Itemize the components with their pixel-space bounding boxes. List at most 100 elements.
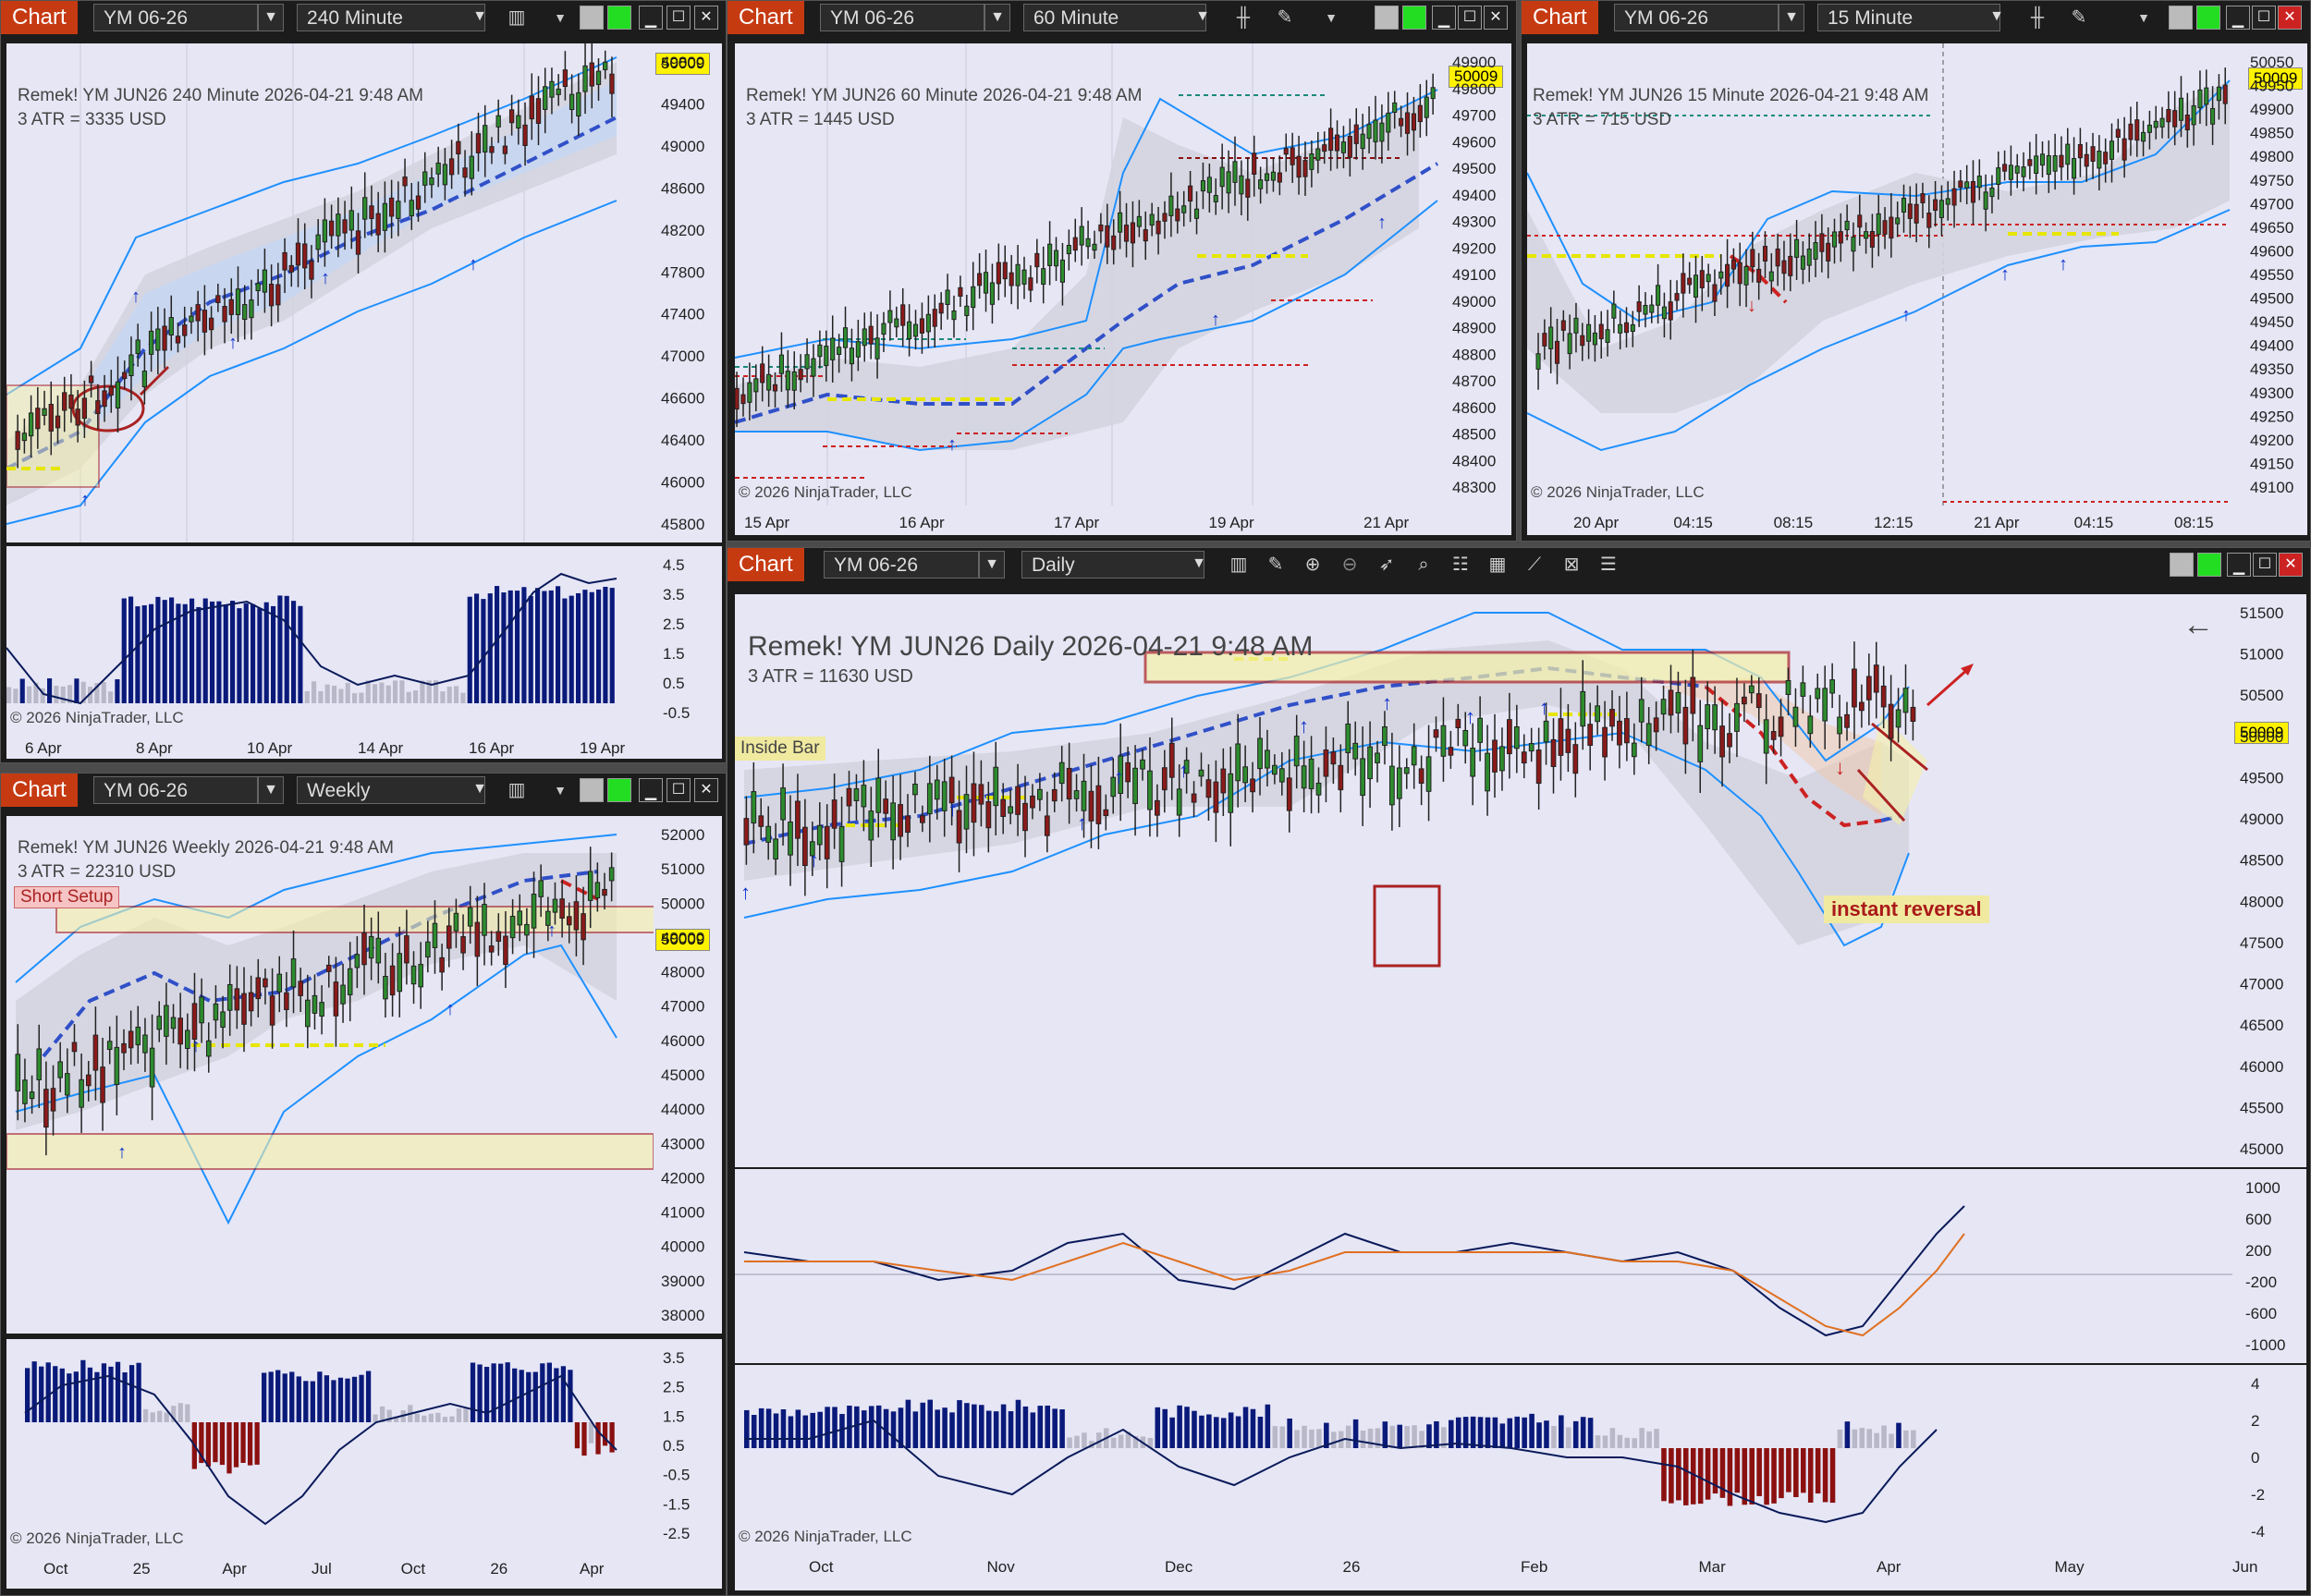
chevron-down-icon[interactable]: ▼ bbox=[554, 783, 567, 798]
chevron-down-icon[interactable]: ▼ bbox=[258, 4, 284, 31]
chevron-down-icon[interactable]: ▼ bbox=[1989, 8, 2004, 24]
pointer-icon[interactable]: ➶ bbox=[1378, 554, 1395, 575]
candle-body bbox=[543, 86, 548, 110]
instrument-selector[interactable]: YM 06-26 bbox=[820, 4, 984, 31]
chart-menu-button[interactable]: Chart bbox=[728, 1, 804, 34]
macd-y-axis[interactable]: 1000 600 200 -200 -600 -1000 bbox=[2232, 1169, 2306, 1363]
pencil-icon[interactable]: ✎ bbox=[1277, 7, 1293, 28]
indicator-y-axis[interactable]: 4 2 0 -2 -4 bbox=[2232, 1365, 2306, 1550]
interval-selector[interactable]: Daily bbox=[1021, 551, 1204, 579]
close-button[interactable]: ✕ bbox=[1484, 6, 1508, 30]
link-green-button[interactable] bbox=[1402, 6, 1426, 30]
x-axis[interactable]: 15 Apr 16 Apr 17 Apr 19 Apr 21 Apr bbox=[735, 506, 1511, 535]
minimize-button[interactable]: ▁ bbox=[2227, 553, 2251, 577]
chevron-down-icon[interactable]: ▼ bbox=[1195, 8, 1210, 24]
y-axis[interactable]: 50009 52000 51000 50000 49000 48000 47000 4600… bbox=[654, 816, 722, 1334]
chevron-down-icon[interactable]: ▼ bbox=[1325, 10, 1338, 25]
interval-selector[interactable]: 60 Minute bbox=[1023, 4, 1206, 31]
maximize-button[interactable]: ☐ bbox=[666, 6, 691, 30]
link-gray-button[interactable] bbox=[2170, 553, 2194, 577]
instrument-selector[interactable]: YM 06-26 bbox=[824, 551, 979, 579]
price-panel[interactable]: ↑ ↑ ↑ ↑ ↑ ↑ ↑ ↑ ↑ ↑ ↓ Remek! YM JUN26 Daily 2026-… bbox=[735, 594, 2232, 1167]
x-axis[interactable]: 6 Apr 8 Apr 10 Apr 14 Apr 16 Apr 19 Apr bbox=[6, 731, 722, 759]
bar-type-icon[interactable]: ▥ bbox=[1229, 554, 1248, 575]
indicators-icon[interactable]: ▦ bbox=[1488, 554, 1507, 575]
link-green-button[interactable] bbox=[2197, 553, 2221, 577]
chart-menu-button[interactable]: Chart bbox=[728, 548, 804, 581]
maximize-button[interactable]: ☐ bbox=[666, 778, 691, 802]
list-icon[interactable]: ☰ bbox=[1600, 554, 1617, 575]
chevron-down-icon[interactable]: ▼ bbox=[984, 4, 1010, 31]
maximize-button[interactable]: ☐ bbox=[2253, 553, 2277, 577]
maximize-button[interactable]: ☐ bbox=[1458, 6, 1482, 30]
interval-selector[interactable]: 240 Minute bbox=[297, 4, 485, 31]
chevron-down-icon[interactable]: ▼ bbox=[979, 551, 1005, 579]
indicator-y-axis[interactable]: 4.5 3.5 2.5 1.5 0.5 -0.5 bbox=[654, 546, 722, 731]
close-button[interactable]: ✕ bbox=[2279, 553, 2303, 577]
minimize-button[interactable]: ▁ bbox=[2226, 6, 2250, 30]
instrument-selector[interactable]: YM 06-26 bbox=[93, 4, 258, 31]
back-arrow-icon[interactable]: ← bbox=[2183, 607, 2214, 642]
y-axis[interactable]: 50009 49900 49800 49700 49600 49500 49400 4930… bbox=[1447, 43, 1511, 506]
chart-menu-button[interactable]: Chart bbox=[1, 774, 78, 807]
data-box-icon[interactable]: ⌕ bbox=[1418, 554, 1429, 575]
histogram-bar bbox=[1749, 1448, 1755, 1505]
price-panel[interactable]: ↑ ↑ ↑ ↑ ↑ Remek! YM JUN26 240 Minute 2026-04… bbox=[6, 43, 654, 542]
chevron-down-icon[interactable]: ▼ bbox=[2137, 10, 2150, 25]
instrument-selector[interactable]: YM 06-26 bbox=[93, 776, 258, 804]
link-gray-button[interactable] bbox=[580, 6, 604, 30]
indicator-y-axis[interactable]: 3.5 2.5 1.5 0.5 -0.5 -1.5 -2.5 bbox=[654, 1339, 722, 1552]
x-axis[interactable]: 20 Apr 04:15 08:15 12:15 21 Apr 04:15 08:15 bbox=[1527, 506, 2307, 535]
link-green-button[interactable] bbox=[607, 778, 631, 802]
bar-type-icon[interactable]: ▥ bbox=[507, 780, 526, 800]
chevron-down-icon[interactable]: ▼ bbox=[554, 10, 567, 25]
chevron-down-icon[interactable]: ▼ bbox=[1779, 4, 1804, 31]
price-panel[interactable]: ↑ ↑ ↑ ↓ Remek! YM JUN26 15 Minute 2026-04-… bbox=[1527, 43, 2248, 506]
link-green-button[interactable] bbox=[2196, 6, 2220, 30]
close-button[interactable]: ✕ bbox=[694, 778, 718, 802]
candle-body bbox=[576, 91, 581, 117]
y-axis[interactable]: 50009 50050 49950 49900 49850 49800 49750 4970… bbox=[2248, 43, 2307, 506]
x-axis[interactable]: Oct Nov Dec 26 Feb Mar Apr May Jun bbox=[735, 1550, 2306, 1590]
minimize-button[interactable]: ▁ bbox=[1432, 6, 1456, 30]
indicator-panel[interactable]: © 2026 NinjaTrader, LLC bbox=[6, 546, 654, 731]
interval-selector[interactable]: 15 Minute bbox=[1817, 4, 2000, 31]
indicator-panel[interactable]: © 2026 NinjaTrader, LLC bbox=[6, 1339, 654, 1552]
minimize-button[interactable]: ▁ bbox=[639, 778, 663, 802]
instrument-selector[interactable]: YM 06-26 bbox=[1614, 4, 1779, 31]
zoom-in-icon[interactable]: ⊕ bbox=[1304, 554, 1321, 575]
chart-menu-button[interactable]: Chart bbox=[1522, 1, 1598, 34]
zoom-out-icon[interactable]: ⊖ bbox=[1341, 554, 1358, 575]
chevron-down-icon[interactable]: ▼ bbox=[258, 776, 284, 804]
bar-type-icon[interactable]: ▥ bbox=[507, 7, 526, 28]
y-axis[interactable]: 50009 49800 49400 49000 48600 48200 47800 4740… bbox=[654, 43, 722, 542]
x-axis[interactable]: Oct 25 Apr Jul Oct 26 Apr bbox=[6, 1552, 722, 1589]
close-button[interactable]: ✕ bbox=[2278, 6, 2302, 30]
macd-panel[interactable] bbox=[735, 1169, 2232, 1363]
pencil-icon[interactable]: ✎ bbox=[1267, 554, 1284, 575]
y-axis[interactable]: 50009 51500 51000 50500 50000 49500 49000 4850… bbox=[2232, 594, 2306, 1167]
bar-type-icon[interactable]: ╫ bbox=[1236, 7, 1251, 28]
close-button[interactable]: ✕ bbox=[694, 6, 718, 30]
candle-body bbox=[1560, 320, 1566, 331]
chevron-down-icon[interactable]: ▼ bbox=[1192, 555, 1206, 571]
templates-icon[interactable]: ⊠ bbox=[1563, 554, 1580, 575]
chevron-down-icon[interactable]: ▼ bbox=[472, 781, 487, 797]
strategies-icon[interactable]: ⟋ bbox=[1528, 554, 1541, 575]
link-green-button[interactable] bbox=[607, 6, 631, 30]
link-gray-button[interactable] bbox=[2169, 6, 2193, 30]
minimize-button[interactable]: ▁ bbox=[639, 6, 663, 30]
chart-menu-button[interactable]: Chart bbox=[1, 1, 78, 34]
link-gray-button[interactable] bbox=[1375, 6, 1399, 30]
bar-type-icon[interactable]: ╫ bbox=[2030, 7, 2045, 28]
price-panel[interactable]: ↑ ↑ ↑ Remek! YM JUN26 60 Minute 2026-04-21… bbox=[735, 43, 1447, 506]
link-gray-button[interactable] bbox=[580, 778, 604, 802]
candle-body bbox=[811, 358, 816, 377]
pencil-icon[interactable]: ✎ bbox=[2071, 7, 2087, 28]
price-panel[interactable]: ↑ ↑ ↑ ↑ Remek! YM JUN26 Weekly 2026-04-21 9… bbox=[6, 816, 654, 1334]
indicator-panel[interactable]: © 2026 NinjaTrader, LLC bbox=[735, 1365, 2232, 1550]
chevron-down-icon[interactable]: ▼ bbox=[472, 8, 487, 24]
properties-icon[interactable]: ☷ bbox=[1452, 554, 1469, 575]
maximize-button[interactable]: ☐ bbox=[2252, 6, 2276, 30]
interval-selector[interactable]: Weekly bbox=[297, 776, 485, 804]
